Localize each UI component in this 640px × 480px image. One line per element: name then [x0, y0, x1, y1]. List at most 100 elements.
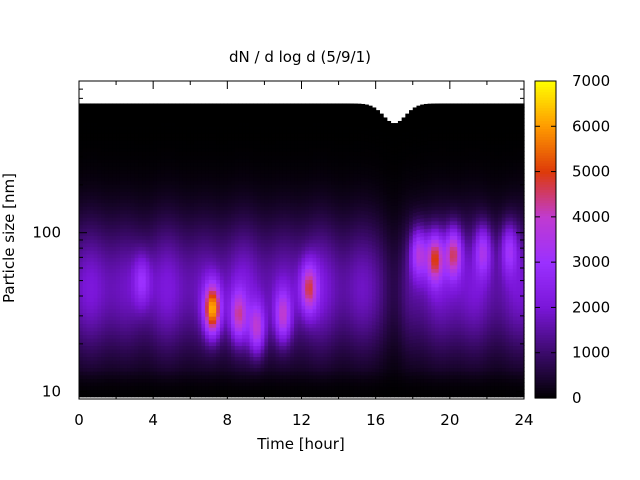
heatmap-cell — [156, 253, 162, 259]
heatmap-cell — [149, 154, 154, 160]
heatmap-cell — [171, 143, 177, 149]
heatmap-cell — [164, 165, 169, 171]
heatmap-cell — [186, 279, 191, 284]
heatmap-cell — [205, 279, 210, 284]
heatmap-cell — [186, 360, 191, 365]
heatmap-cell — [223, 279, 228, 284]
heatmap-cell — [164, 352, 169, 358]
heatmap-cell — [149, 206, 154, 211]
heatmap-cell — [201, 110, 206, 116]
heatmap-cell — [79, 264, 84, 270]
heatmap-cell — [271, 191, 277, 196]
heatmap-cell — [171, 363, 177, 369]
heatmap-cell — [108, 220, 113, 226]
heatmap-cell — [101, 125, 106, 130]
heatmap-cell — [138, 228, 143, 233]
heatmap-cell — [138, 136, 143, 141]
heatmap-cell — [164, 118, 169, 123]
heatmap-cell — [164, 180, 169, 185]
heatmap-cell — [242, 209, 247, 215]
heatmap-cell — [197, 363, 202, 369]
heatmap-cell — [145, 184, 151, 189]
heatmap-cell — [86, 312, 91, 317]
heatmap-cell — [123, 191, 128, 196]
heatmap-cell — [112, 338, 117, 343]
heatmap-cell — [308, 275, 314, 281]
heatmap-cell — [201, 158, 206, 163]
heatmap-cell — [112, 195, 117, 200]
heatmap-cell — [219, 268, 225, 273]
heatmap-cell — [249, 261, 254, 266]
heatmap-cell — [193, 103, 199, 108]
heatmap-cell — [242, 385, 247, 391]
heatmap-cell — [171, 224, 177, 229]
heatmap-cell — [182, 385, 188, 391]
heatmap-cell — [257, 213, 262, 218]
heatmap-cell — [253, 140, 258, 145]
heatmap-cell — [253, 239, 258, 244]
heatmap-cell — [212, 360, 217, 365]
heatmap-cell — [101, 158, 106, 163]
heatmap-cell — [290, 202, 295, 207]
heatmap-cell — [134, 316, 139, 321]
heatmap-cell — [249, 312, 254, 317]
heatmap-cell — [116, 349, 121, 354]
heatmap-cell — [305, 132, 310, 138]
heatmap-cell — [286, 107, 291, 112]
heatmap-cell — [260, 286, 266, 292]
heatmap-cell — [308, 286, 314, 292]
heatmap-cell — [227, 253, 232, 259]
heatmap-cell — [171, 367, 177, 372]
heatmap-cell — [197, 198, 202, 204]
heatmap-cell — [123, 136, 128, 141]
heatmap-cell — [116, 261, 121, 266]
heatmap-cell — [205, 224, 210, 229]
heatmap-cell — [123, 294, 128, 299]
heatmap-cell — [275, 147, 280, 152]
heatmap-cell — [301, 173, 306, 178]
heatmap-cell — [212, 345, 217, 350]
heatmap-cell — [253, 257, 258, 262]
heatmap-cell — [193, 356, 199, 361]
heatmap-cell — [123, 316, 128, 321]
heatmap-cell — [79, 385, 84, 391]
heatmap-cell — [260, 360, 266, 365]
heatmap-cell — [290, 176, 295, 182]
heatmap-cell — [212, 220, 217, 226]
heatmap-cell — [290, 173, 295, 178]
heatmap-cell — [286, 187, 291, 193]
heatmap-cell — [90, 239, 95, 244]
heatmap-cell — [90, 114, 95, 119]
heatmap-cell — [179, 198, 184, 204]
heatmap-cell — [90, 279, 95, 284]
heatmap-cell — [279, 360, 284, 365]
heatmap-cell — [249, 385, 254, 391]
heatmap-cell — [193, 286, 199, 292]
heatmap-cell — [249, 202, 254, 207]
heatmap-cell — [175, 118, 180, 123]
heatmap-cell — [231, 389, 236, 394]
heatmap-cell — [93, 290, 99, 295]
heatmap-cell — [168, 385, 173, 391]
heatmap-cell — [245, 367, 251, 372]
heatmap-cell — [168, 261, 173, 266]
heatmap-cell — [290, 195, 295, 200]
heatmap-cell — [297, 393, 303, 398]
heatmap-cell — [160, 158, 165, 163]
heatmap-cell — [119, 121, 125, 127]
heatmap-cell — [86, 213, 91, 218]
heatmap-cell — [119, 176, 125, 182]
heatmap-cell — [205, 286, 210, 292]
heatmap-cell — [127, 323, 132, 328]
heatmap-cell — [290, 231, 295, 237]
heatmap-cell — [205, 165, 210, 171]
heatmap-cell — [149, 198, 154, 204]
heatmap-cell — [153, 191, 158, 196]
heatmap-cell — [271, 268, 277, 273]
heatmap-cell — [234, 107, 240, 112]
heatmap-cell — [245, 257, 251, 262]
heatmap-cell — [208, 334, 214, 339]
heatmap-cell — [286, 264, 291, 270]
heatmap-cell — [164, 316, 169, 321]
heatmap-cell — [297, 154, 303, 160]
